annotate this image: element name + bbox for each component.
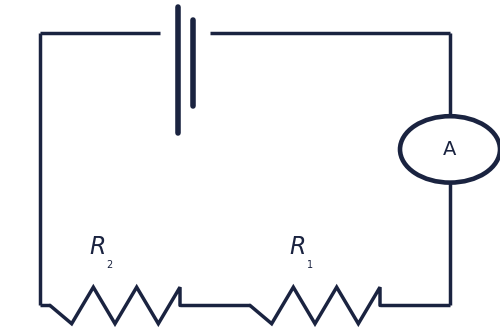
Text: A: A (444, 140, 456, 159)
Text: $\mathit{R}$: $\mathit{R}$ (90, 236, 106, 259)
Text: $_1$: $_1$ (306, 257, 314, 271)
Text: $_2$: $_2$ (106, 257, 114, 271)
Text: $\mathit{R}$: $\mathit{R}$ (290, 236, 306, 259)
